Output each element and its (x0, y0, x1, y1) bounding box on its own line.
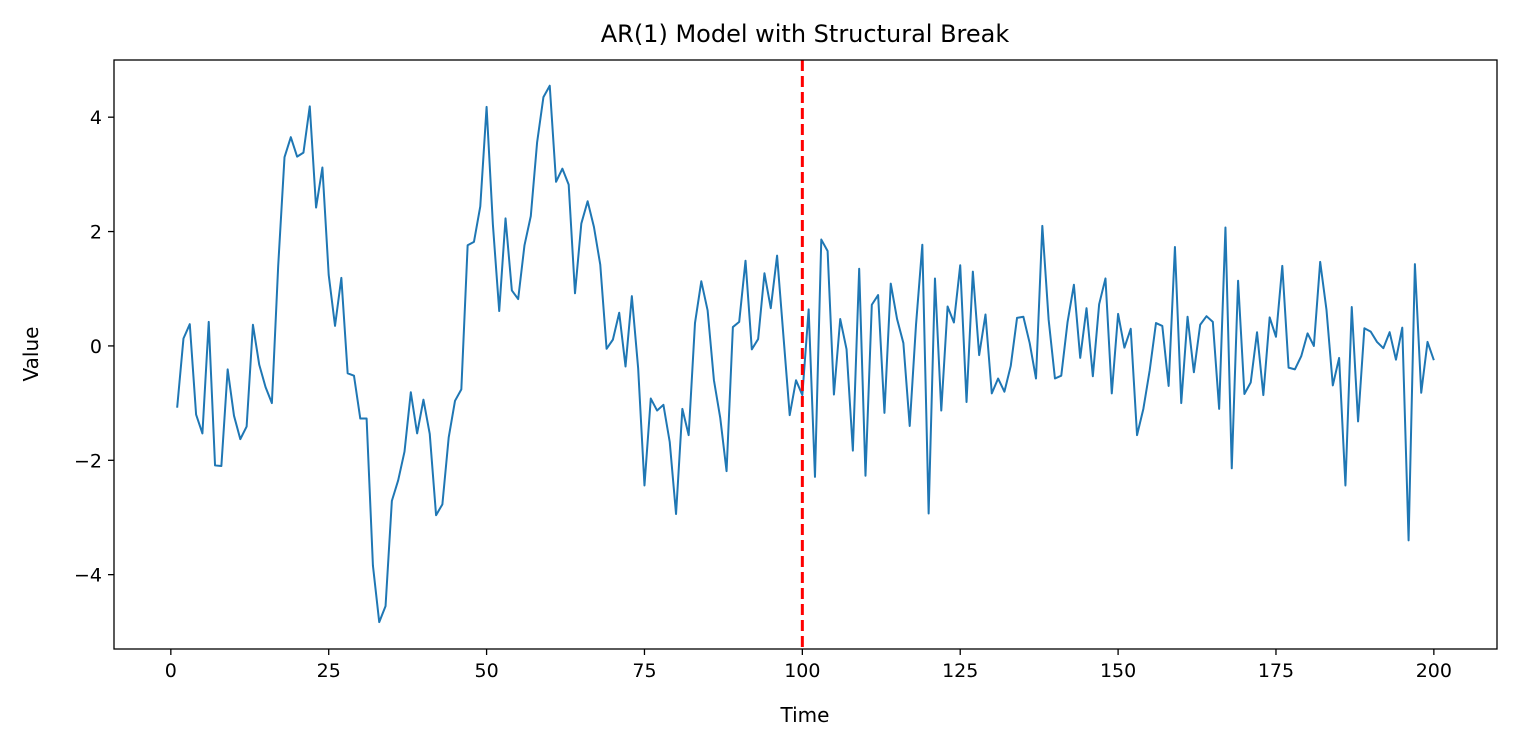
y-axis: −4 −2 0 2 4 (74, 107, 114, 587)
x-tick-label: 175 (1258, 660, 1294, 682)
x-tick-label: 50 (474, 660, 498, 682)
series-layer (176, 84, 1435, 624)
y-tick-label: 4 (90, 107, 102, 129)
x-tick-label: 0 (165, 660, 177, 682)
y-tick-label: −2 (74, 450, 102, 472)
x-axis: 0 25 50 75 100 125 150 175 200 (165, 649, 1452, 682)
chart-title: AR(1) Model with Structural Break (601, 20, 1010, 48)
x-tick-label: 75 (632, 660, 656, 682)
series-line-0 (176, 84, 1435, 624)
y-tick-label: −4 (74, 565, 102, 587)
x-tick-label: 125 (942, 660, 978, 682)
x-tick-label: 25 (317, 660, 341, 682)
x-axis-label: Time (780, 703, 830, 727)
y-tick-label: 0 (90, 336, 102, 358)
y-axis-label: Value (19, 327, 43, 382)
plot-frame (113, 59, 1498, 650)
y-tick-label: 2 (90, 222, 102, 244)
x-tick-label: 150 (1100, 660, 1136, 682)
x-tick-label: 100 (784, 660, 820, 682)
x-tick-label: 200 (1416, 660, 1452, 682)
